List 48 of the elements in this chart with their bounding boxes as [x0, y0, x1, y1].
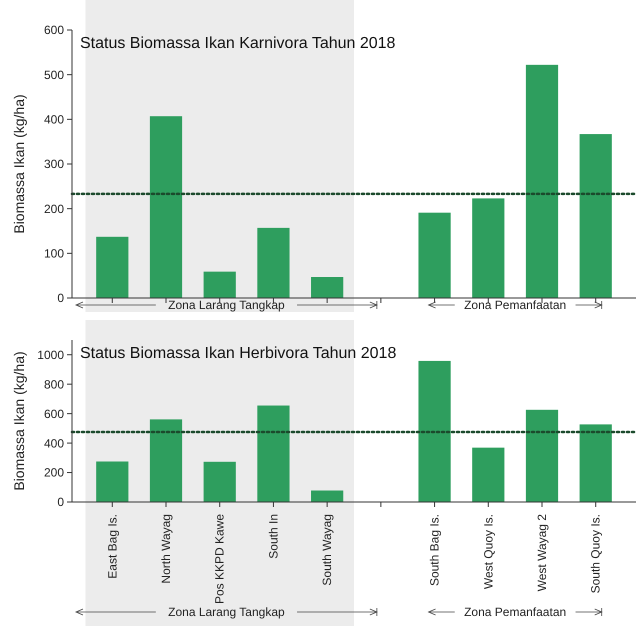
chart-title: Status Biomassa Ikan Karnivora Tahun 2018 [80, 35, 396, 52]
y-tick-label: 0 [57, 291, 64, 306]
bar [96, 462, 128, 502]
y-tick-label: 200 [44, 202, 64, 216]
bar [257, 228, 290, 298]
text: Zona Pemanfaatan [464, 298, 566, 312]
x-tick-label: Pos KKPD Kawe [212, 514, 227, 604]
bar [418, 212, 451, 298]
bar [526, 64, 558, 298]
y-tick-label: 0 [57, 495, 64, 510]
y-tick-label: 300 [44, 157, 64, 172]
y-tick-label: 600 [44, 23, 64, 38]
x-tick-label: South In [266, 514, 280, 559]
x-tick-label: South Bag Is. [428, 514, 442, 586]
bar [150, 116, 182, 298]
y-tick-label: 400 [44, 436, 64, 450]
y-tick-label: 600 [44, 406, 64, 421]
y-tick-label: 200 [44, 466, 64, 480]
y-tick-label: 400 [44, 112, 64, 127]
y-tick-label: 800 [44, 377, 64, 392]
text: Zona Larang Tangkap [168, 605, 286, 620]
x-tick-label: East Bag Is. [105, 514, 120, 579]
bar [96, 236, 128, 298]
y-tick-label: 100 [44, 246, 64, 261]
y-tick-label: 500 [44, 68, 64, 82]
text: Zona Pemanfaatan [464, 605, 566, 620]
bar [204, 462, 236, 502]
bar [418, 360, 451, 502]
bar [580, 424, 612, 502]
bar [472, 198, 504, 298]
y-axis-title: Biomassa Ikan (kg/ha) [11, 94, 27, 234]
x-tick-label: West Quoy Is. [481, 514, 496, 590]
bar [204, 272, 236, 298]
x-tick-label: South Quoy Is. [588, 514, 603, 594]
bar [257, 406, 290, 502]
bar [580, 134, 612, 298]
y-tick-label: 1000 [37, 348, 64, 362]
bar [526, 410, 558, 502]
y-axis-title: Biomassa Ikan (kg/ha) [11, 351, 27, 491]
chart-title: Status Biomassa Ikan Herbivora Tahun 2018 [80, 345, 396, 362]
bar [472, 448, 504, 502]
text: Zona Larang Tangkap [168, 298, 286, 312]
bar [150, 419, 182, 502]
bar [311, 277, 344, 298]
x-tick-label: North Wayag [159, 514, 173, 584]
bar [311, 490, 344, 502]
x-tick-label: South Wayag [320, 514, 334, 586]
x-tick-label: West Wayag 2 [535, 514, 549, 592]
